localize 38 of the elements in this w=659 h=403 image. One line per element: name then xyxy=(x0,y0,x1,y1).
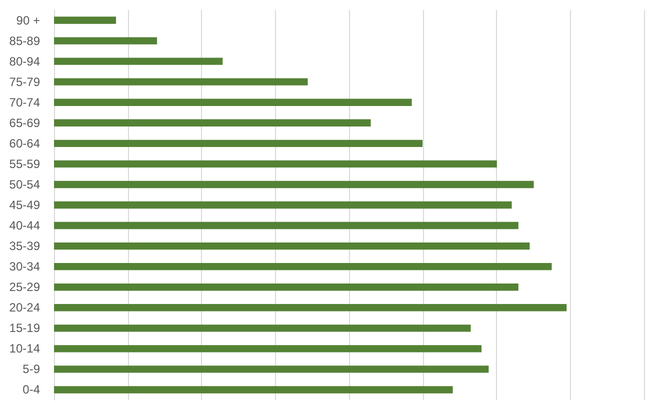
bar xyxy=(54,366,489,373)
y-tick-label: 60-64 xyxy=(9,136,40,150)
bar xyxy=(54,160,497,168)
y-tick-label: 70-74 xyxy=(9,95,40,110)
y-tick-label: 80-94 xyxy=(9,54,40,68)
bar xyxy=(54,345,482,352)
y-tick-label: 75-79 xyxy=(9,74,40,89)
y-tick-label: 40-44 xyxy=(9,218,40,233)
bar xyxy=(54,222,518,230)
bar xyxy=(54,140,423,148)
bar xyxy=(54,262,552,270)
y-tick-label: 10-14 xyxy=(9,342,40,356)
y-tick-label: 90 + xyxy=(16,13,40,28)
bar xyxy=(54,98,412,106)
y-tick-label: 35-39 xyxy=(9,239,40,254)
y-tick-label: 45-49 xyxy=(9,198,40,212)
bar xyxy=(54,16,116,24)
bar xyxy=(54,78,308,86)
bar xyxy=(54,304,567,312)
bar xyxy=(54,324,471,332)
y-tick-label: 0-4 xyxy=(22,382,40,397)
y-tick-label: 85-89 xyxy=(9,34,40,48)
y-tick-label: 30-34 xyxy=(9,260,40,274)
y-tick-label: 15-19 xyxy=(9,321,40,336)
bar xyxy=(54,386,453,394)
bar xyxy=(54,242,530,250)
y-tick-label: 65-69 xyxy=(9,116,40,130)
bar xyxy=(54,37,158,44)
y-tick-label: 20-24 xyxy=(9,300,40,315)
y-tick-label: 5-9 xyxy=(22,362,40,376)
bar xyxy=(54,180,534,188)
bar xyxy=(54,58,223,65)
y-tick-label: 55-59 xyxy=(9,156,40,171)
bar xyxy=(54,284,518,291)
bar xyxy=(54,119,371,126)
y-tick-label: 50-54 xyxy=(9,177,40,192)
y-tick-label: 25-29 xyxy=(9,280,40,294)
bar xyxy=(54,201,512,209)
